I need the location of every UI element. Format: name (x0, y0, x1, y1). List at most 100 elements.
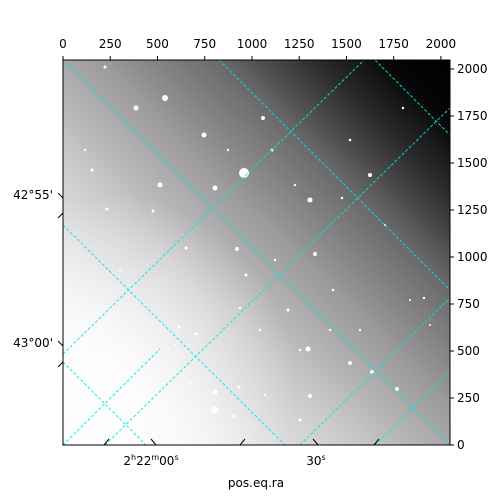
star (258, 328, 262, 332)
star (239, 168, 249, 178)
star (177, 325, 181, 329)
grid-line (299, 297, 450, 445)
top-tick-label: 2000 (426, 37, 457, 51)
right-tick-label: 1250 (457, 203, 488, 217)
star (184, 246, 188, 250)
star (226, 148, 230, 152)
star (188, 381, 192, 385)
top-tick-label: 1000 (237, 37, 268, 51)
left-tick-mark (57, 192, 64, 199)
star (103, 65, 107, 69)
star (261, 116, 265, 120)
star (348, 138, 352, 142)
left-tick-mark (57, 340, 64, 347)
grid-line (63, 60, 365, 355)
star (286, 308, 290, 312)
star (83, 148, 87, 152)
star (212, 389, 218, 395)
dec-tick-label: 43°00' (13, 336, 53, 350)
right-tick-label: 0 (457, 438, 465, 452)
star (429, 324, 431, 326)
grid-line (374, 371, 450, 445)
star (211, 406, 219, 414)
grid-line (63, 224, 286, 445)
star (212, 185, 218, 191)
star (105, 207, 109, 211)
star (232, 414, 236, 418)
top-tick-label: 1750 (378, 37, 409, 51)
star (148, 396, 152, 400)
star (162, 95, 168, 101)
right-tick-label: 250 (457, 391, 480, 405)
right-tick-label: 2000 (457, 62, 488, 76)
star (308, 394, 312, 398)
right-pixel-axis: 0 250 500 750 1000 1250 1500 1750 2000 (450, 62, 488, 452)
star (422, 296, 426, 300)
grid-line (63, 60, 450, 445)
grid-line (374, 60, 450, 136)
top-tick-label: 250 (99, 37, 122, 51)
star (293, 183, 297, 187)
image-area (63, 60, 450, 445)
left-world-axis: 42°55' 43°00' (13, 188, 64, 368)
star (90, 168, 94, 172)
bottom-tick-mark (150, 438, 157, 446)
top-tick-label: 750 (193, 37, 216, 51)
bottom-world-axis: 2h22m00s 30s (103, 438, 380, 468)
x-axis-label: pos.eq.ra (228, 476, 284, 490)
coordinate-grid (63, 60, 450, 445)
grid-line (104, 107, 450, 445)
star (307, 197, 313, 203)
top-tick-label: 500 (146, 37, 169, 51)
star (273, 258, 277, 262)
star (331, 288, 335, 292)
grid-line (63, 348, 161, 445)
ra-tick-label: 2h22m00s (123, 453, 178, 468)
star (263, 393, 267, 397)
star (244, 273, 248, 277)
bottom-tick-mark (103, 438, 110, 446)
star (194, 332, 198, 336)
right-tick-label: 1500 (457, 156, 488, 170)
star (235, 247, 239, 251)
bottom-tick-mark (312, 438, 319, 446)
right-tick-label: 500 (457, 344, 480, 358)
star-field (83, 65, 431, 422)
star (157, 182, 163, 188)
star (401, 106, 405, 110)
left-tick-mark (57, 361, 64, 368)
grid-line (218, 60, 450, 291)
bottom-tick-mark (373, 438, 380, 446)
star (118, 268, 122, 272)
top-tick-label: 1250 (284, 37, 315, 51)
star (368, 173, 372, 177)
top-pixel-axis: 0 250 500 750 1000 1250 1500 1750 2000 (59, 37, 456, 60)
star (151, 209, 155, 213)
star (358, 328, 362, 332)
star (395, 387, 399, 391)
star (340, 196, 344, 200)
grid-line (63, 361, 147, 445)
star (348, 361, 352, 365)
star (328, 328, 332, 332)
right-tick-label: 1000 (457, 250, 488, 264)
star (305, 346, 311, 352)
star (201, 132, 207, 138)
right-tick-label: 1750 (457, 109, 488, 123)
bottom-tick-mark (239, 438, 246, 446)
top-tick-label: 1500 (331, 37, 362, 51)
plot-frame (62, 59, 451, 446)
star (173, 343, 177, 347)
dec-tick-label: 42°55' (13, 188, 53, 202)
star (298, 348, 302, 352)
star (409, 299, 411, 301)
star (313, 252, 317, 256)
star (193, 408, 197, 412)
ra-tick-label: 30s (306, 453, 325, 468)
right-tick-label: 750 (457, 297, 480, 311)
top-tick-label: 0 (59, 37, 67, 51)
star (298, 418, 302, 422)
star (238, 306, 242, 310)
star (133, 105, 139, 111)
